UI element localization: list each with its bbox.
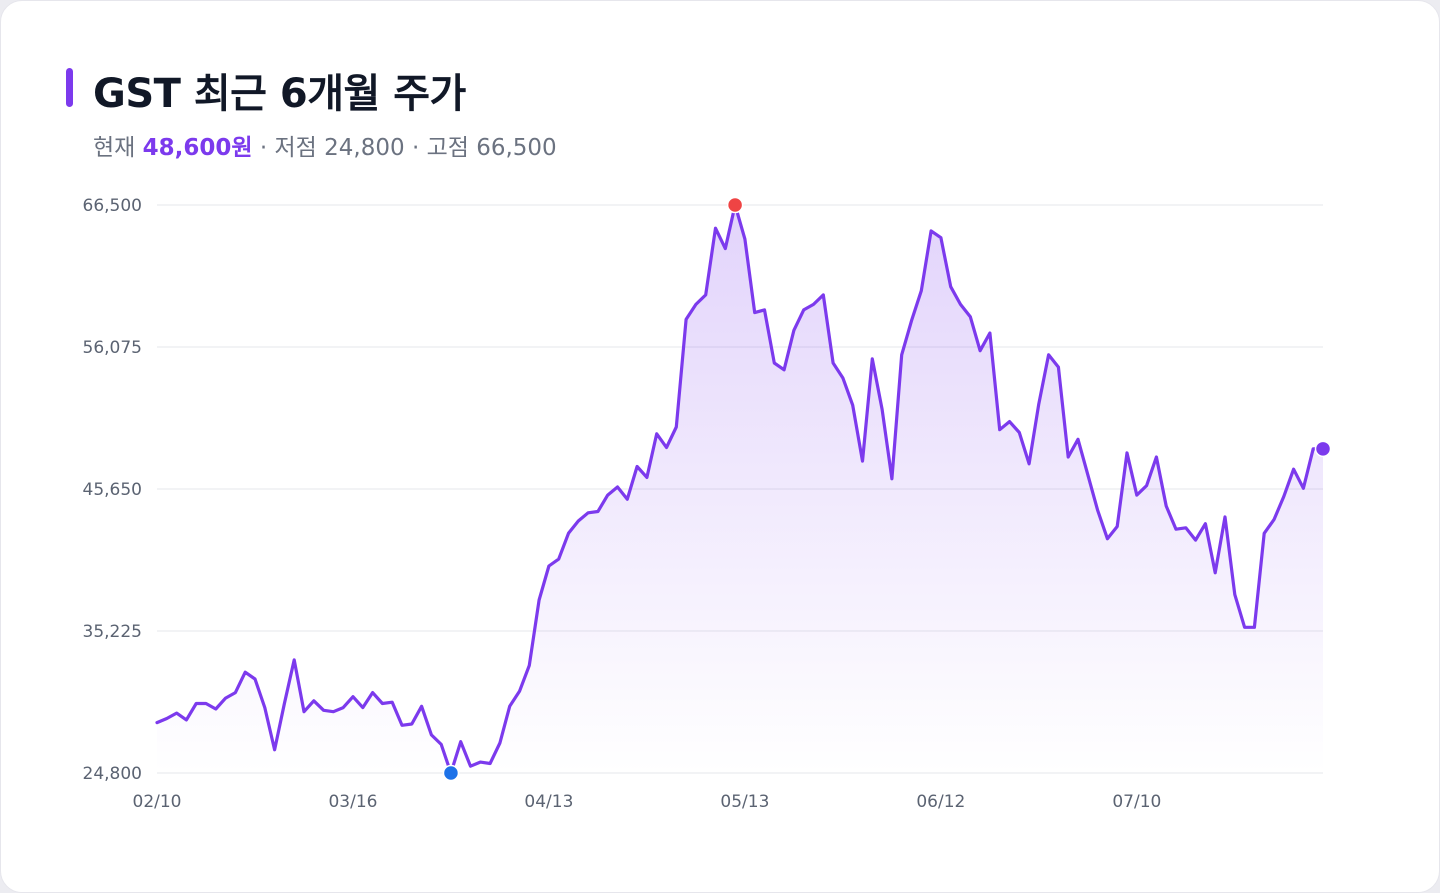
separator: · (411, 135, 420, 161)
low-value: 24,800 (324, 135, 405, 161)
current-label: 현재 (93, 135, 136, 161)
y-tick-label: 66,500 (83, 196, 142, 216)
y-tick-label: 35,225 (83, 622, 142, 642)
x-tick-label: 02/10 (133, 792, 182, 812)
y-axis: 24,800 35,225 45,650 56,075 66,500 (83, 196, 142, 784)
x-tick-label: 05/13 (720, 792, 769, 812)
x-tick-label: 04/13 (524, 792, 573, 812)
x-tick-label: 06/12 (916, 792, 965, 812)
last-point-marker (1314, 440, 1332, 458)
high-point-marker (726, 196, 744, 214)
separator: · (259, 135, 268, 161)
price-area-fill (157, 205, 1323, 773)
low-point-marker (442, 764, 460, 782)
y-tick-label: 56,075 (83, 338, 142, 358)
x-tick-label: 03/16 (328, 792, 377, 812)
title-accent-bar (66, 68, 73, 107)
price-markers (442, 196, 1332, 782)
price-line (155, 203, 1325, 775)
y-tick-label: 45,650 (83, 480, 142, 500)
x-tick-label: 07/10 (1112, 792, 1161, 812)
low-label: 저점 (274, 135, 317, 161)
chart-subtitle: 현재 48,600원 · 저점 24,800 · 고점 66,500 (93, 128, 557, 162)
x-axis: 02/10 03/16 04/13 05/13 06/12 07/10 (133, 792, 1162, 812)
high-label: 고점 (426, 135, 469, 161)
y-tick-label: 24,800 (83, 764, 142, 784)
high-value: 66,500 (476, 135, 557, 161)
current-price: 48,600원 (142, 135, 253, 161)
chart-title: GST 최근 6개월 주가 (93, 71, 466, 117)
